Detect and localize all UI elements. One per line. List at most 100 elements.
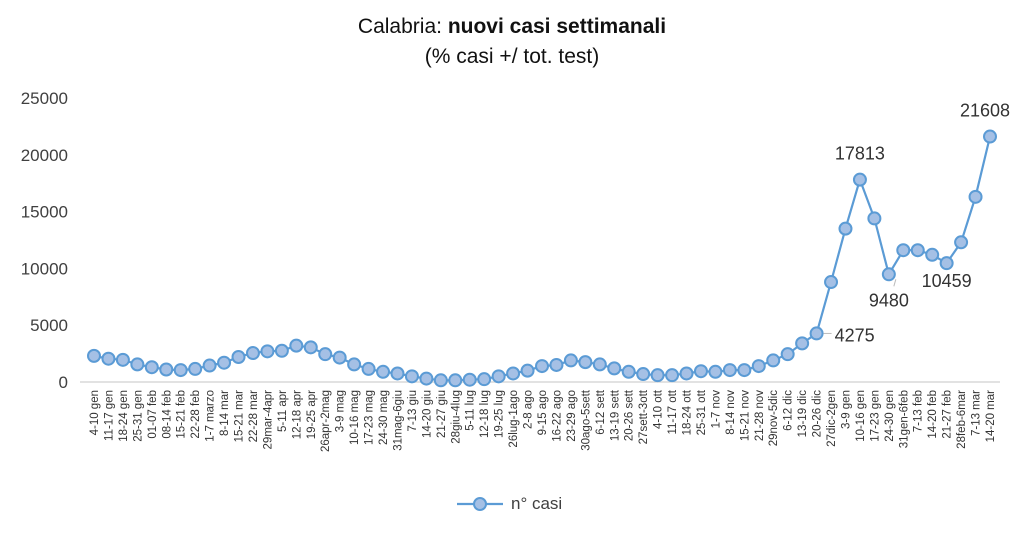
data-point-marker bbox=[910, 243, 925, 258]
data-point-marker bbox=[838, 221, 853, 236]
legend-label: n° casi bbox=[511, 494, 563, 513]
data-label: 9480 bbox=[869, 290, 909, 310]
data-point-marker bbox=[737, 363, 752, 378]
data-point-marker bbox=[939, 256, 954, 271]
data-point-marker bbox=[260, 344, 275, 359]
y-tick-label: 25000 bbox=[21, 89, 68, 108]
data-point-marker bbox=[303, 340, 318, 355]
data-point-marker bbox=[506, 366, 521, 381]
data-point-marker bbox=[665, 368, 680, 383]
data-point-marker bbox=[231, 350, 246, 365]
chart-subtitle: (% casi +/ tot. test) bbox=[424, 45, 600, 68]
data-point-marker bbox=[173, 363, 188, 378]
x-tick-label: 30ago-5sett bbox=[580, 389, 592, 451]
data-point-marker bbox=[520, 363, 535, 378]
data-point-marker bbox=[361, 361, 376, 376]
x-tick-label: 7-13 mar bbox=[971, 390, 983, 436]
y-tick-label: 15000 bbox=[21, 203, 68, 222]
y-tick-label: 0 bbox=[59, 373, 68, 392]
data-point-marker bbox=[332, 350, 347, 365]
chart-title-region: Calabria: bbox=[357, 15, 442, 38]
data-point-marker bbox=[925, 247, 940, 262]
x-tick-label: 11-17 gen bbox=[103, 390, 115, 441]
x-tick-label: 1-7 marzo bbox=[205, 390, 217, 442]
y-tick-label: 20000 bbox=[21, 146, 68, 165]
data-point-marker bbox=[881, 267, 896, 282]
data-point-marker bbox=[404, 369, 419, 384]
data-point-marker bbox=[592, 357, 607, 372]
data-point-marker bbox=[722, 363, 737, 378]
data-point-marker bbox=[578, 355, 593, 370]
x-tick-label: 4-10 gen bbox=[89, 390, 101, 435]
x-tick-label: 12-18 lug bbox=[479, 390, 491, 438]
x-tick-label: 3-9 mag bbox=[335, 390, 347, 432]
x-tick-label: 28giu-4lug bbox=[450, 390, 462, 444]
data-point-marker bbox=[87, 348, 101, 363]
y-tick-label: 5000 bbox=[30, 316, 68, 335]
data-point-marker bbox=[289, 338, 304, 353]
x-tick-label: 22-28 mar bbox=[248, 390, 260, 443]
data-point-marker bbox=[809, 326, 824, 341]
data-point-marker bbox=[448, 373, 463, 388]
x-tick-label: 17-23 mag bbox=[364, 390, 376, 445]
data-point-marker bbox=[491, 369, 506, 384]
x-tick-label: 5-11 lug bbox=[465, 390, 477, 431]
legend: n° casi bbox=[455, 492, 562, 516]
data-point-marker bbox=[433, 373, 448, 388]
data-point-marker bbox=[795, 336, 810, 351]
x-tick-label: 8-14 mar bbox=[219, 390, 231, 436]
x-tick-label: 24-30 mag bbox=[378, 390, 390, 445]
chart-title-bold: nuovi casi settimanali bbox=[447, 15, 667, 38]
x-tick-label: 01-07 feb bbox=[147, 390, 159, 439]
data-point-marker bbox=[202, 358, 217, 373]
x-tick-label: 14-20 giu bbox=[421, 390, 433, 438]
data-point-marker bbox=[390, 366, 405, 381]
data-point-marker bbox=[130, 357, 145, 372]
data-point-marker bbox=[477, 372, 492, 387]
data-point-marker bbox=[101, 351, 116, 366]
data-point-marker bbox=[347, 357, 362, 372]
x-tick-label: 1-7 nov bbox=[710, 390, 722, 429]
data-point-marker bbox=[188, 361, 203, 376]
x-tick-label: 21-27 feb bbox=[942, 390, 954, 439]
x-tick-label: 20-26 sett bbox=[624, 389, 636, 441]
x-tick-label: 7-13 giu bbox=[407, 390, 419, 432]
data-point-marker bbox=[115, 352, 130, 367]
data-label: 21608 bbox=[960, 101, 1010, 121]
x-tick-label: 19-25 lug bbox=[494, 390, 506, 438]
data-point-marker bbox=[679, 366, 694, 381]
data-point-marker bbox=[708, 364, 723, 379]
data-point-marker bbox=[636, 367, 651, 382]
x-tick-label: 26apr-2mag bbox=[320, 390, 332, 452]
x-tick-label: 2-8 ago bbox=[523, 390, 535, 429]
y-tick-label: 10000 bbox=[21, 259, 68, 278]
x-tick-label: 27dic-2gen bbox=[826, 390, 838, 447]
x-tick-label: 23-29 ago bbox=[566, 390, 578, 442]
x-tick-label: 21-27 giu bbox=[436, 390, 448, 438]
data-label-leader bbox=[893, 279, 897, 287]
data-point-marker bbox=[693, 364, 708, 379]
data-point-marker bbox=[419, 371, 434, 386]
data-point-marker bbox=[867, 211, 882, 226]
x-tick-label: 20-26 dic bbox=[812, 390, 824, 438]
x-tick-label: 25-31 gen bbox=[132, 390, 144, 442]
x-tick-label: 31gen-6feb bbox=[898, 390, 910, 448]
chart-title: Calabria: nuovi casi settimanali bbox=[0, 12, 1024, 42]
x-tick-label: 10-16 mag bbox=[349, 390, 361, 445]
data-point-marker bbox=[535, 359, 549, 374]
x-tick-label: 5-11 apr bbox=[277, 390, 289, 432]
data-point-marker bbox=[607, 361, 622, 376]
data-point-marker bbox=[766, 353, 781, 368]
data-point-marker bbox=[318, 347, 333, 362]
data-point-marker bbox=[217, 355, 232, 370]
x-tick-label: 10-16 gen bbox=[855, 390, 867, 442]
x-tick-label: 18-24 gen bbox=[118, 390, 130, 442]
data-label: 17813 bbox=[835, 144, 885, 164]
data-point-marker bbox=[852, 172, 867, 187]
data-label: 10459 bbox=[922, 271, 972, 291]
data-point-marker bbox=[650, 368, 665, 383]
x-tick-label: 31mag-6giu bbox=[392, 390, 404, 451]
x-tick-label: 6-12 dic bbox=[783, 390, 795, 431]
x-tick-label: 4-10 ott bbox=[653, 389, 665, 429]
